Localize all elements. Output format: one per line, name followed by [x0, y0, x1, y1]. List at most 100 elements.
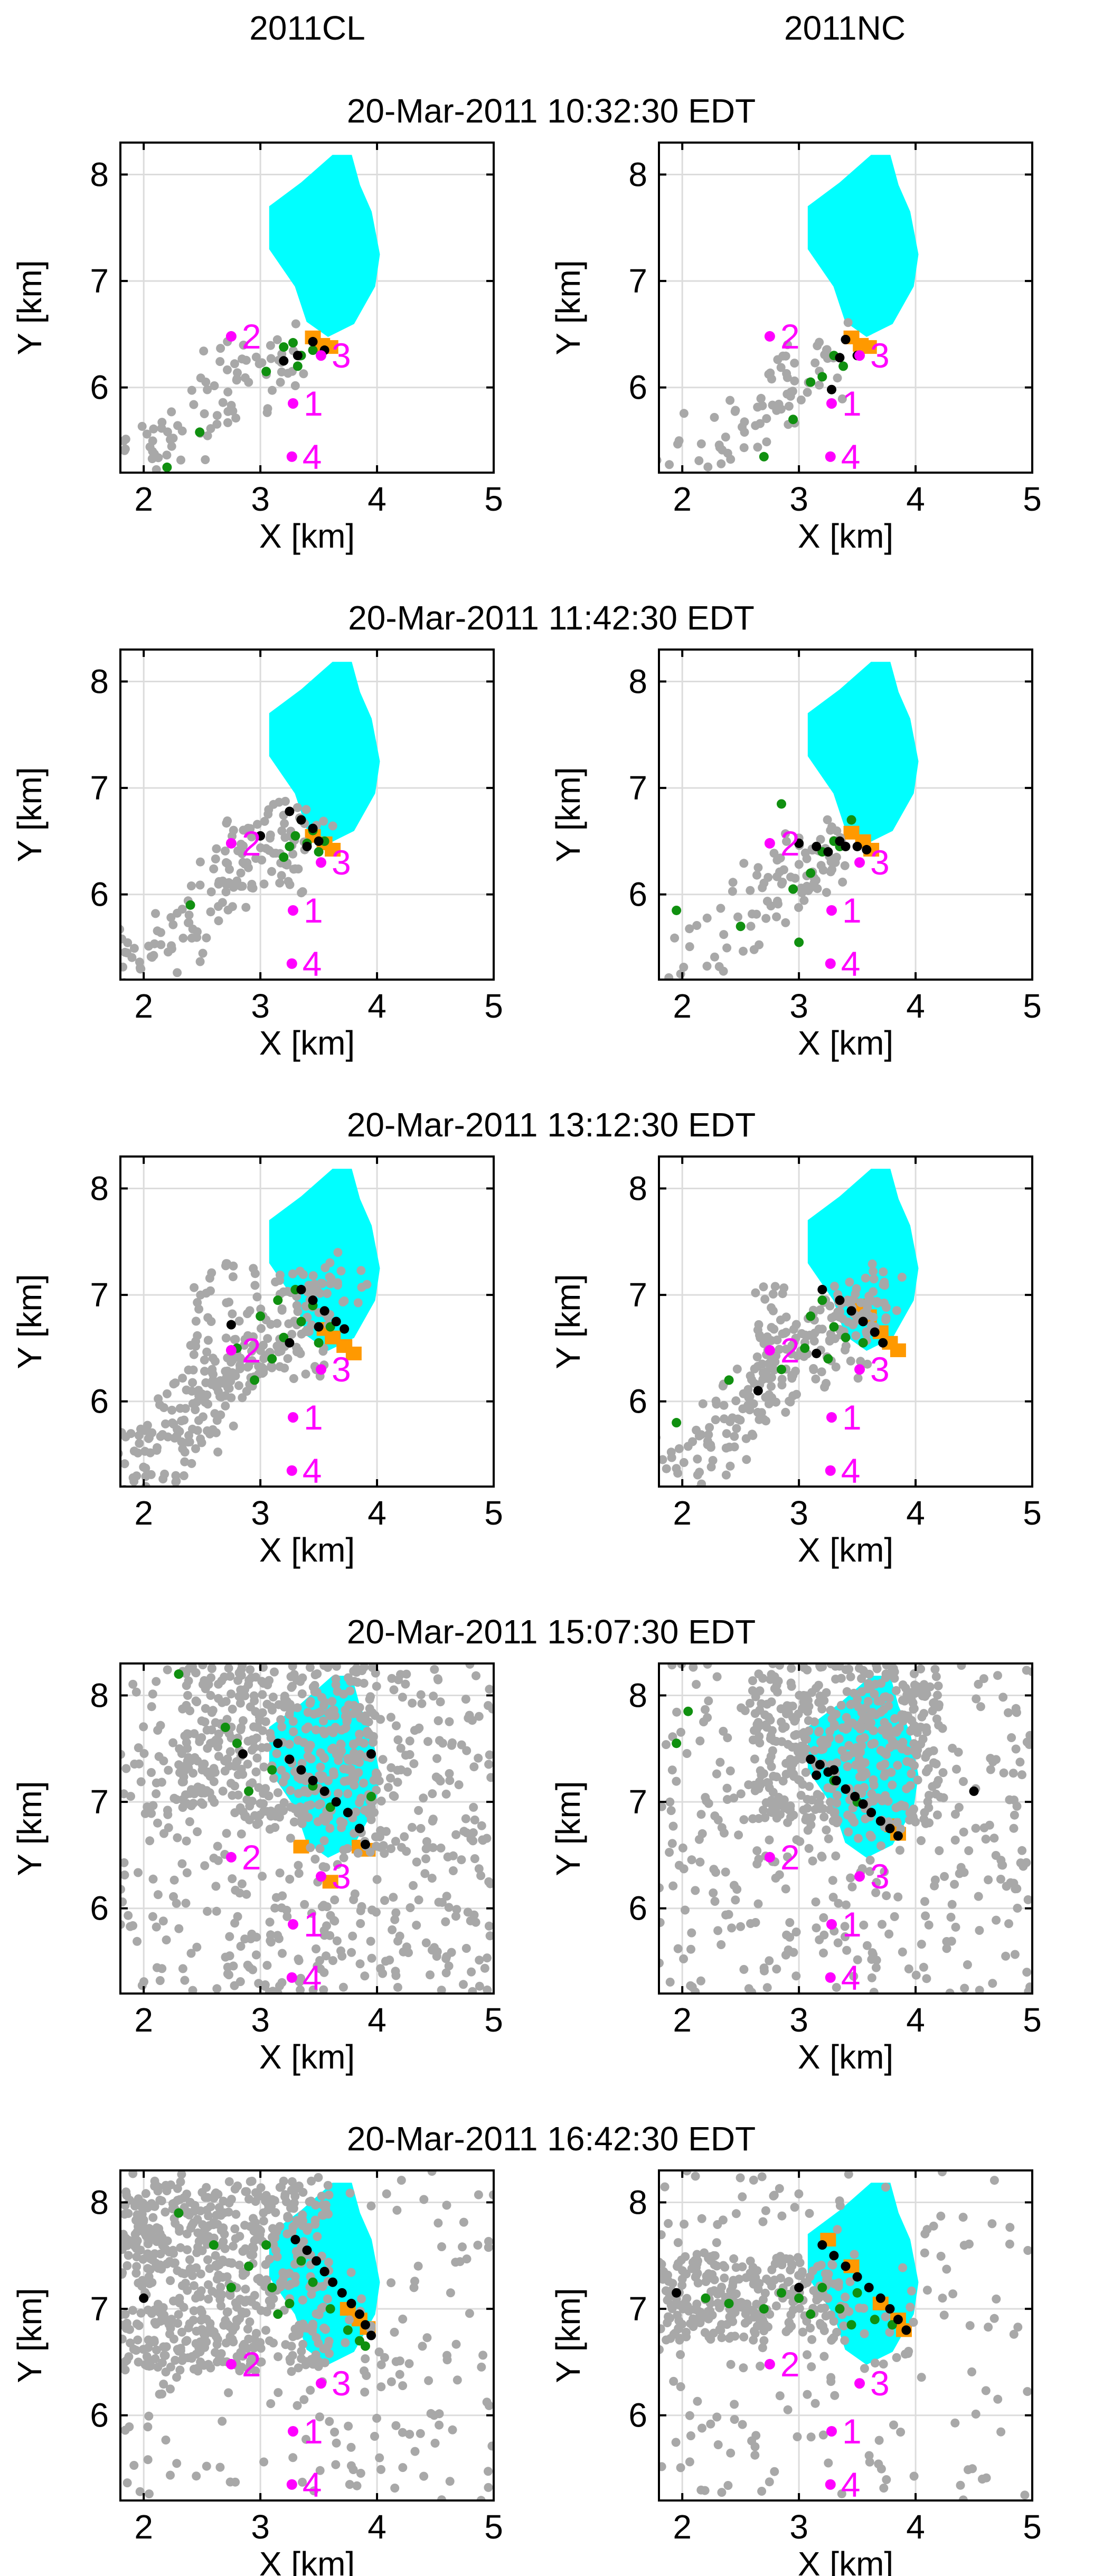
gray-point — [190, 1283, 199, 1292]
gray-point — [947, 1936, 956, 1946]
gray-point — [252, 1292, 262, 1302]
gray-point — [696, 439, 706, 448]
gray-point — [445, 1769, 454, 1778]
gray-point — [975, 1986, 984, 1994]
gray-point — [732, 1365, 742, 1374]
gray-point — [133, 1936, 142, 1946]
gray-point — [845, 1277, 854, 1287]
black-point — [366, 2330, 376, 2340]
gray-point — [356, 1266, 366, 1275]
gray-point — [685, 2457, 694, 2467]
gray-point — [321, 2325, 331, 2334]
x-tick-label: 4 — [367, 480, 386, 518]
gray-point — [224, 1761, 234, 1771]
gray-point — [759, 1806, 768, 1815]
black-point — [139, 2293, 149, 2303]
gray-point — [920, 1897, 929, 1906]
gray-point — [781, 918, 790, 927]
gray-point — [408, 1698, 417, 1708]
gray-point — [266, 830, 275, 840]
gray-point — [771, 1397, 781, 1407]
green-point — [672, 1418, 682, 1428]
gray-point — [347, 1948, 356, 1957]
gray-point — [218, 898, 227, 907]
gray-point — [113, 1502, 122, 1511]
gray-point — [797, 1329, 806, 1338]
gray-point — [720, 2273, 729, 2283]
green-point — [209, 2240, 219, 2250]
gray-point — [981, 2386, 991, 2395]
gray-point — [314, 1800, 324, 1810]
gray-point — [896, 1824, 906, 1834]
site-label: 3 — [332, 2364, 351, 2403]
gray-point — [237, 1829, 246, 1839]
cyan-region — [807, 155, 919, 337]
gray-point — [414, 1806, 423, 1815]
site-label: 3 — [870, 843, 890, 882]
gray-point — [835, 2201, 845, 2211]
gray-point — [686, 1944, 695, 1954]
site-marker — [826, 1919, 837, 1930]
gray-point — [789, 1810, 798, 1820]
gray-point — [193, 1426, 202, 1435]
gray-point — [780, 1722, 790, 1732]
gray-point — [667, 1765, 677, 1775]
gray-point — [275, 2183, 285, 2192]
x-axis-label: X [km] — [259, 1531, 355, 1569]
gray-point — [740, 428, 749, 437]
gray-point — [129, 1446, 139, 1456]
gray-point — [173, 1833, 182, 1842]
gray-point — [1013, 2323, 1023, 2332]
gray-point — [743, 1385, 753, 1394]
gray-point — [799, 1352, 809, 1361]
gray-point — [211, 854, 220, 863]
gray-point — [706, 1462, 716, 1472]
gray-point — [781, 1407, 790, 1417]
site-marker — [826, 905, 837, 916]
gray-point — [277, 871, 286, 880]
gray-point — [1011, 1744, 1021, 1754]
x-tick-label: 5 — [1023, 480, 1042, 518]
gray-point — [308, 2359, 318, 2369]
gray-point — [865, 1867, 874, 1876]
gray-point — [228, 1705, 237, 1714]
gray-point — [772, 1687, 782, 1697]
gray-point — [989, 1834, 999, 1843]
gray-point — [706, 1443, 715, 1452]
gray-point — [753, 1718, 763, 1727]
gray-point — [876, 2464, 886, 2474]
gray-point — [759, 2336, 769, 2345]
gray-point — [318, 1726, 327, 1736]
black-point — [901, 2325, 911, 2335]
site-label: 3 — [870, 1857, 890, 1896]
gray-point — [279, 1798, 289, 1808]
gray-point — [452, 1905, 461, 1914]
gray-point — [814, 1799, 823, 1808]
gray-point — [828, 1876, 837, 1885]
gray-point — [898, 2263, 908, 2272]
gray-point — [942, 1944, 951, 1953]
black-point — [875, 2293, 885, 2303]
gray-point — [228, 1368, 237, 1377]
gray-point — [336, 1740, 345, 1748]
gray-point — [333, 1860, 342, 1869]
green-point — [672, 1738, 682, 1748]
gray-point — [120, 2210, 129, 2219]
gray-point — [190, 2201, 200, 2210]
gray-point — [159, 1403, 168, 1412]
gray-point — [318, 1771, 327, 1781]
green-point — [724, 1375, 734, 1385]
gray-point — [745, 1392, 755, 1401]
gray-point — [131, 2269, 141, 2278]
gray-point — [738, 1404, 748, 1414]
gray-point — [430, 1665, 439, 1674]
gray-point — [381, 1827, 391, 1836]
gray-point — [993, 1671, 1002, 1680]
gray-point — [482, 2398, 492, 2407]
gray-point — [764, 1359, 774, 1368]
gray-point — [799, 1663, 809, 1672]
gray-point — [880, 1771, 889, 1781]
gray-point — [243, 2324, 252, 2334]
gray-point — [171, 1378, 180, 1388]
green-point — [343, 2325, 353, 2335]
